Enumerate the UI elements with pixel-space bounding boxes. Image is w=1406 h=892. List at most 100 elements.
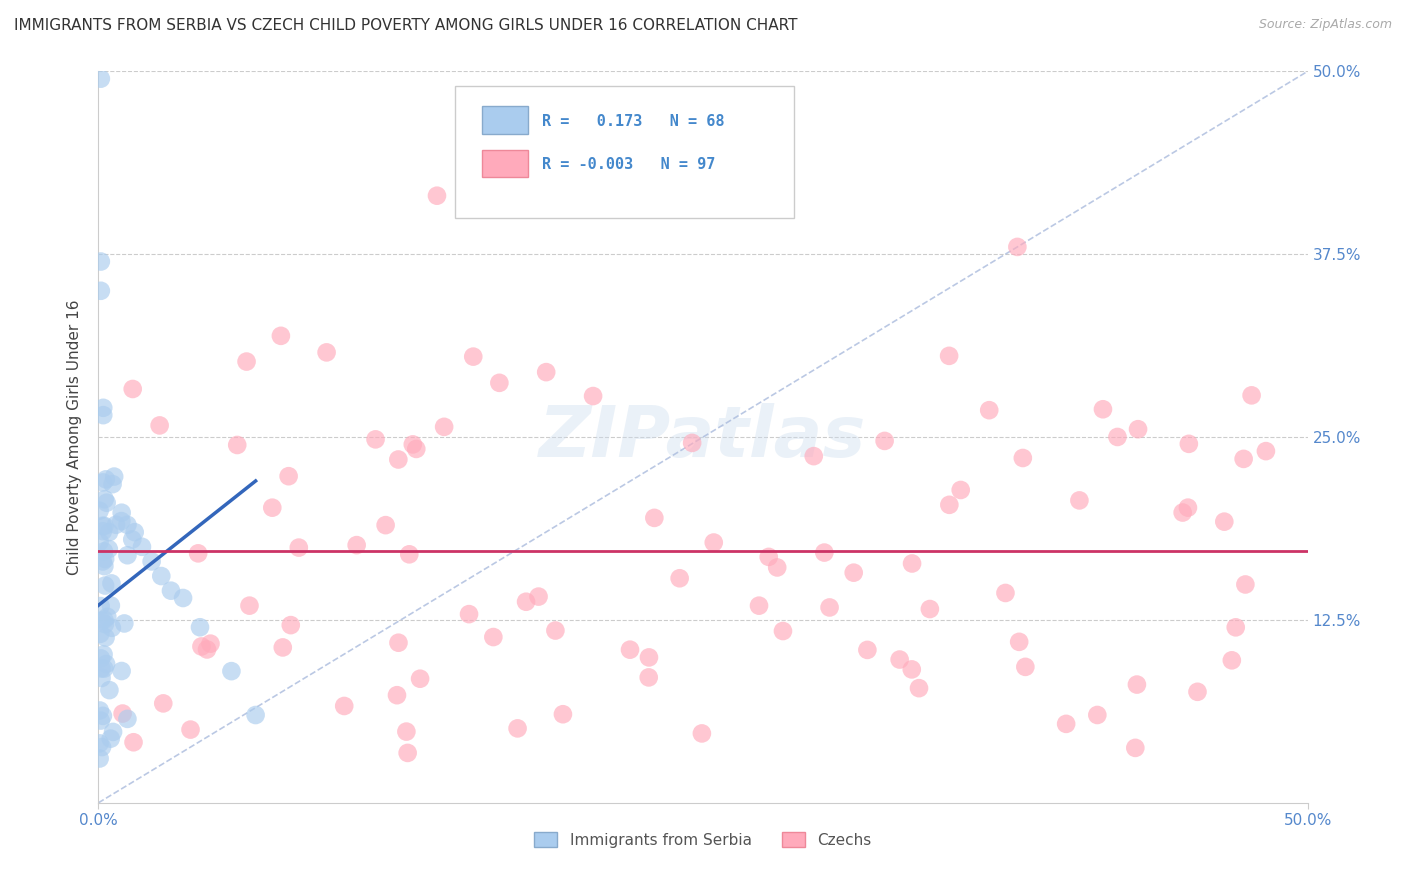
- Point: [100, 599, 122, 613]
- Point: [180, 723, 202, 737]
- Point: [346, 538, 368, 552]
- Point: [238, 599, 260, 613]
- Point: [873, 434, 896, 448]
- Point: [187, 546, 209, 560]
- Point: [1069, 493, 1091, 508]
- Point: [100, 576, 122, 591]
- Point: [813, 545, 835, 559]
- FancyBboxPatch shape: [482, 150, 527, 178]
- Point: [908, 681, 931, 695]
- Point: [101, 621, 124, 635]
- Point: [121, 533, 143, 547]
- Point: [402, 437, 425, 451]
- Point: [117, 517, 139, 532]
- Point: [374, 518, 396, 533]
- Legend: Immigrants from Serbia, Czechs: Immigrants from Serbia, Czechs: [529, 825, 877, 854]
- Point: [96, 496, 118, 510]
- Point: [385, 688, 408, 702]
- Point: [117, 712, 139, 726]
- Point: [93, 492, 115, 507]
- Point: [103, 469, 125, 483]
- Point: [89, 504, 111, 518]
- Point: [149, 418, 172, 433]
- Point: [1234, 577, 1257, 591]
- Point: [395, 724, 418, 739]
- Point: [94, 617, 117, 632]
- Point: [262, 500, 284, 515]
- Point: [1091, 402, 1114, 417]
- Point: [1225, 620, 1247, 634]
- Point: [396, 746, 419, 760]
- Point: [91, 739, 114, 754]
- Point: [93, 559, 115, 574]
- Point: [93, 613, 115, 627]
- Point: [94, 657, 117, 671]
- Point: [93, 648, 115, 662]
- Point: [101, 477, 124, 491]
- Point: [918, 602, 941, 616]
- Point: [91, 524, 114, 539]
- Point: [89, 751, 111, 765]
- Point: [938, 498, 960, 512]
- Point: [101, 725, 124, 739]
- Point: [89, 627, 111, 641]
- Point: [515, 595, 537, 609]
- Point: [582, 389, 605, 403]
- Point: [200, 637, 222, 651]
- Point: [94, 472, 117, 486]
- Point: [98, 683, 121, 698]
- Point: [190, 640, 212, 654]
- Point: [1171, 506, 1194, 520]
- Point: [949, 483, 972, 497]
- Point: [195, 642, 218, 657]
- Point: [111, 706, 134, 721]
- Point: [152, 697, 174, 711]
- FancyBboxPatch shape: [456, 86, 793, 218]
- Point: [89, 736, 111, 750]
- Point: [681, 436, 703, 450]
- Point: [112, 616, 135, 631]
- Point: [856, 643, 879, 657]
- Point: [690, 726, 713, 740]
- Point: [1187, 685, 1209, 699]
- Point: [1011, 450, 1033, 465]
- Point: [748, 599, 770, 613]
- Point: [398, 547, 420, 561]
- Point: [387, 636, 409, 650]
- Point: [482, 630, 505, 644]
- Point: [91, 401, 114, 415]
- Point: [643, 511, 665, 525]
- Point: [364, 433, 387, 447]
- Point: [90, 599, 112, 613]
- Point: [405, 442, 427, 456]
- Point: [551, 707, 574, 722]
- Point: [668, 571, 690, 585]
- Point: [1177, 500, 1199, 515]
- Point: [111, 664, 134, 678]
- Point: [387, 452, 409, 467]
- Point: [818, 600, 841, 615]
- Point: [426, 188, 449, 202]
- Point: [544, 624, 567, 638]
- Point: [91, 408, 114, 422]
- Point: [91, 709, 114, 723]
- Point: [1123, 740, 1146, 755]
- Point: [458, 607, 481, 621]
- FancyBboxPatch shape: [482, 106, 527, 134]
- Point: [97, 542, 120, 557]
- Point: [90, 651, 112, 665]
- Point: [1085, 708, 1108, 723]
- Text: R =   0.173   N = 68: R = 0.173 N = 68: [543, 113, 724, 128]
- Point: [94, 631, 117, 645]
- Point: [889, 652, 911, 666]
- Point: [901, 557, 924, 571]
- Point: [1126, 422, 1149, 436]
- Point: [703, 535, 725, 549]
- Point: [93, 544, 115, 558]
- Point: [433, 420, 456, 434]
- Point: [619, 642, 641, 657]
- Point: [1220, 653, 1243, 667]
- Point: [131, 540, 153, 554]
- Point: [280, 618, 302, 632]
- Point: [188, 620, 211, 634]
